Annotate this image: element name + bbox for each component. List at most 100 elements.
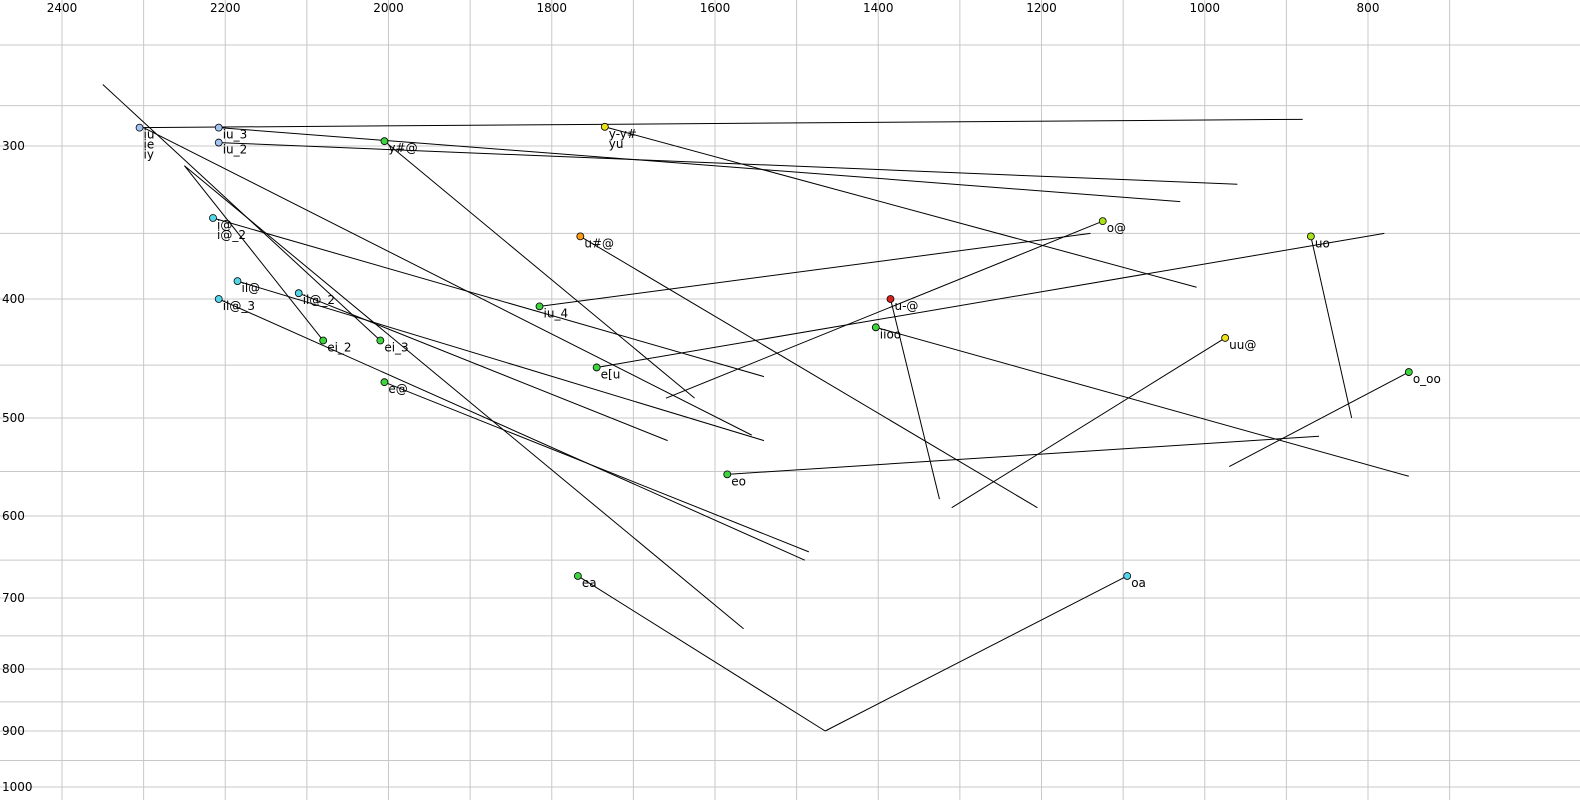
y-tick-label: 900 xyxy=(2,724,25,738)
point-label: iioo xyxy=(880,327,901,341)
point-label: y-y# yu xyxy=(609,127,637,151)
point-label: il@_3 xyxy=(223,299,255,313)
data-point xyxy=(1404,368,1413,376)
trajectory-line xyxy=(665,220,1103,399)
point-label-line: iu_4 xyxy=(544,306,569,320)
point-label-line: y#@ xyxy=(388,141,417,155)
data-point xyxy=(600,122,609,131)
data-point xyxy=(1306,232,1315,241)
trajectory-line xyxy=(580,235,1038,509)
data-point xyxy=(376,336,385,345)
point-label-line: ie xyxy=(144,138,155,152)
point-label-line: i@ xyxy=(217,218,232,232)
x-tick-label: 1400 xyxy=(863,1,894,15)
data-point xyxy=(1098,217,1107,226)
point-label-line: iu_2 xyxy=(223,143,248,157)
point-label-line: il@_3 xyxy=(223,299,255,313)
data-point xyxy=(294,289,303,298)
point-label: y#@ xyxy=(388,141,417,155)
data-point xyxy=(1221,334,1230,342)
y-tick-label: 700 xyxy=(2,591,25,605)
point-label-line: uu@ xyxy=(1229,338,1256,352)
trajectory-line xyxy=(1310,236,1353,419)
point-label-line: ei_3 xyxy=(384,341,408,355)
trajectory-line xyxy=(875,326,1409,477)
data-point xyxy=(380,378,389,387)
point-label: i@ i@_2 xyxy=(217,218,246,242)
trajectory-line xyxy=(218,298,805,561)
trajectory-line xyxy=(237,280,765,442)
y-tick-label: 800 xyxy=(2,662,25,676)
x-tick-label: 800 xyxy=(1357,1,1380,15)
point-label: eo xyxy=(731,474,746,488)
y-tick-label: 300 xyxy=(2,139,25,153)
point-label-line: u#@ xyxy=(584,236,614,250)
data-point xyxy=(886,295,895,303)
point-label-line: il@_2 xyxy=(303,293,335,307)
trajectory-line xyxy=(1229,371,1410,467)
y-tick-label: 400 xyxy=(2,292,25,306)
point-label: e[u xyxy=(601,367,621,381)
data-point xyxy=(723,470,732,479)
x-tick-label: 1800 xyxy=(536,1,567,15)
trajectory-line xyxy=(212,217,765,378)
data-point xyxy=(576,232,585,241)
data-point xyxy=(233,277,242,286)
trajectory-line xyxy=(727,435,1320,475)
point-label-line: iioo xyxy=(880,327,901,341)
data-point xyxy=(319,336,328,345)
point-label-line: oa xyxy=(1131,576,1146,590)
trajectory-line xyxy=(218,127,1181,203)
trajectory-line xyxy=(384,140,695,399)
trajectory-line xyxy=(298,292,668,442)
data-point xyxy=(573,572,582,580)
point-label: il@_2 xyxy=(303,293,335,307)
x-tick-label: 2000 xyxy=(373,1,404,15)
point-label: uo xyxy=(1315,236,1330,250)
point-label: iu_3 xyxy=(223,128,248,142)
data-point xyxy=(1123,572,1132,580)
point-label-line: y-y# xyxy=(609,127,637,141)
point-label: iu_2 xyxy=(223,143,248,157)
x-tick-label: 1000 xyxy=(1189,1,1220,15)
trajectory-line xyxy=(143,127,752,436)
trajectory-line xyxy=(184,165,324,341)
data-point xyxy=(209,214,217,222)
trajectory-line xyxy=(596,232,1385,368)
data-point xyxy=(214,123,223,132)
point-label: il@ xyxy=(241,281,260,295)
trajectory-line xyxy=(824,575,1128,732)
point-label-line: i@_2 xyxy=(217,228,246,242)
point-label-line: ei_2 xyxy=(327,341,351,355)
point-label-line: yu xyxy=(609,137,624,151)
trajectory-line xyxy=(951,337,1226,509)
point-label: oa xyxy=(1131,576,1146,590)
point-label-line: iu xyxy=(144,128,155,142)
point-label: o@ xyxy=(1107,221,1126,235)
y-tick-label: 500 xyxy=(2,411,25,425)
trajectory-line xyxy=(139,118,1303,129)
point-label: ei_3 xyxy=(384,341,408,355)
point-label-line: u-@ xyxy=(894,299,918,313)
y-tick-label: 600 xyxy=(2,509,25,523)
point-label-line: eo xyxy=(731,474,746,488)
tick-labels: 2400 2200 2000 1800 1600 1400 1200 1000 800 300 40… xyxy=(2,1,1379,794)
point-label-line: iu_3 xyxy=(223,128,248,142)
trajectory-line xyxy=(539,232,1091,307)
data-point xyxy=(135,123,144,132)
point-label: e@ xyxy=(388,382,407,396)
trajectory-line xyxy=(184,165,744,630)
data-point xyxy=(592,363,601,372)
point-label-line: uo xyxy=(1315,236,1330,250)
vowel-points: iu ie iy iu_3iu_2 y-y# yu y#@ i@ i@_2 u#@ o@ uo il@ i… xyxy=(135,122,1441,590)
x-tick-label: 2400 xyxy=(47,1,78,15)
trajectory-line xyxy=(384,381,810,553)
point-label: iu_4 xyxy=(544,306,569,320)
point-label: u-@ xyxy=(894,299,918,313)
data-point xyxy=(871,323,880,332)
point-label-line: o_oo xyxy=(1413,372,1441,386)
point-label: iu ie iy xyxy=(144,128,155,162)
